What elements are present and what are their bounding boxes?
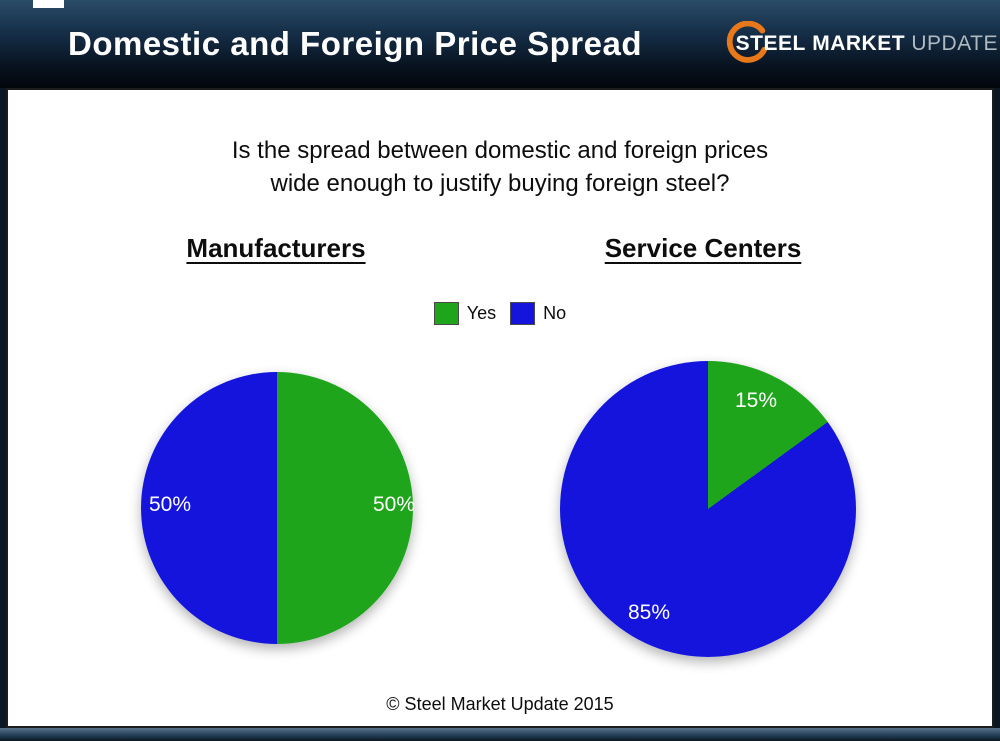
- logo-text: STEEL MARKET UPDATE: [736, 32, 998, 56]
- legend: Yes No: [8, 302, 992, 325]
- legend-item-yes: Yes: [433, 302, 497, 325]
- logo-word-market: MARKET: [812, 32, 906, 55]
- pie-label-manufacturers-yes: 50%: [373, 493, 416, 516]
- brand-logo: STEEL MARKET UPDATE: [724, 21, 998, 67]
- legend-item-no: No: [510, 302, 566, 325]
- logo-word-update: UPDATE: [911, 32, 998, 55]
- page-title: Domestic and Foreign Price Spread: [68, 25, 642, 62]
- legend-label-yes: Yes: [466, 303, 497, 323]
- pie-label-manufacturers-no: 50%: [149, 493, 192, 516]
- header-bar: Domestic and Foreign Price Spread STEEL …: [0, 0, 1000, 88]
- top-left-notch: [33, 0, 64, 8]
- logo-word-steel: STEEL: [735, 32, 806, 55]
- pie-label-service-centers-yes: 15%: [735, 389, 778, 412]
- pie-chart-service-centers: 15% 85%: [560, 361, 856, 657]
- slide-content: Is the spread between domestic and forei…: [6, 88, 994, 728]
- legend-label-no: No: [543, 303, 567, 323]
- chart-title-service-centers: Service Centers: [604, 233, 802, 263]
- legend-swatch-no: [510, 302, 536, 325]
- question-line-1: Is the spread between domestic and forei…: [231, 137, 769, 164]
- pie-chart-manufacturers: 50% 50%: [141, 372, 416, 644]
- question-text: Is the spread between domestic and forei…: [8, 134, 992, 200]
- bottom-bar: [0, 728, 1000, 741]
- question-line-2: wide enough to justify buying foreign st…: [270, 170, 730, 197]
- copyright-note: © Steel Market Update 2015: [386, 694, 614, 714]
- chart-title-manufacturers: Manufacturers: [186, 233, 366, 263]
- legend-swatch-yes: [433, 302, 459, 325]
- pie-label-service-centers-no: 85%: [628, 601, 671, 624]
- logo-swoosh-icon: [726, 21, 767, 63]
